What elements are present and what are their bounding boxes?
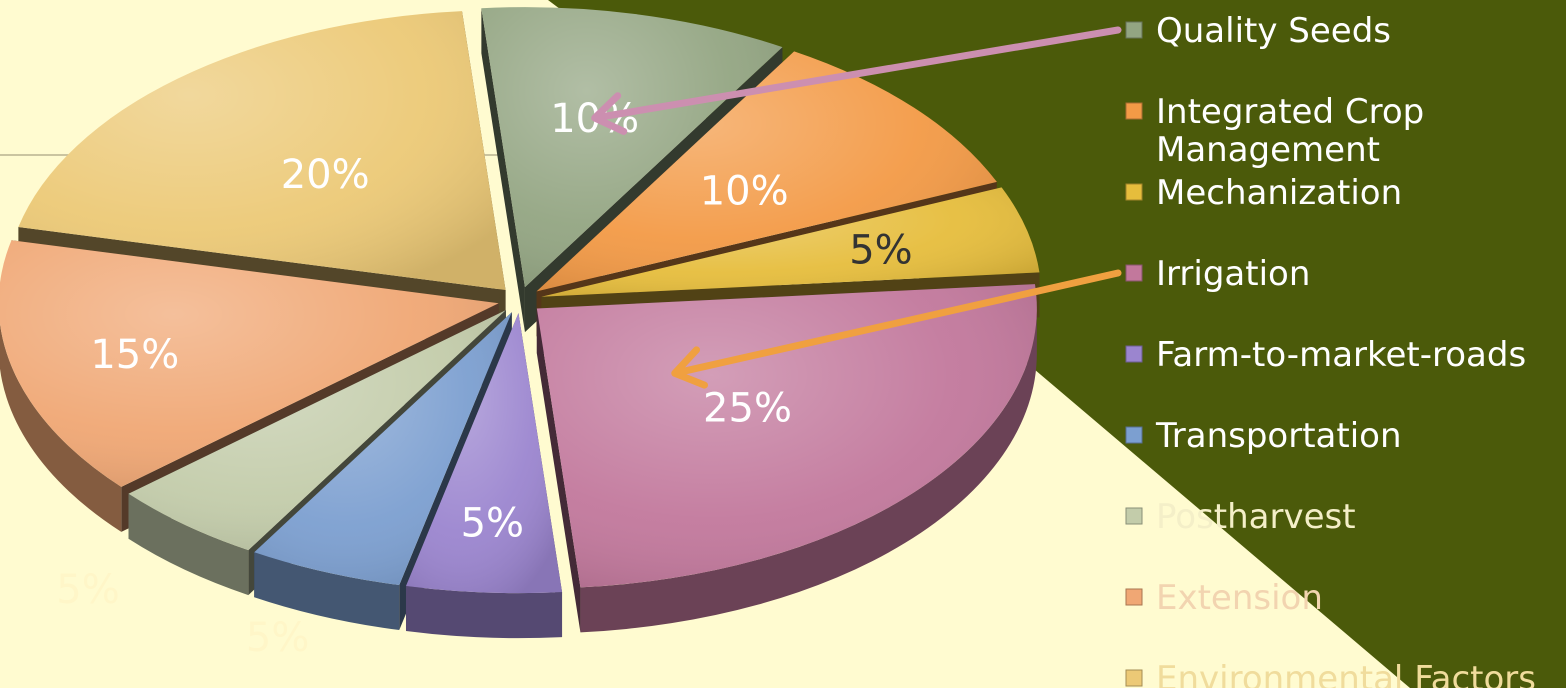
legend-label: Transportation (1155, 416, 1402, 456)
slice-integrated-crop-management-sheen (536, 51, 997, 292)
legend-label: Integrated Crop Management (1156, 92, 1424, 170)
legend-swatch (1125, 588, 1143, 606)
legend-item-quality-seeds: Quality Seeds (1125, 11, 1391, 51)
legend-item-irrigation: Irrigation (1125, 254, 1310, 294)
legend-label: Postharvest (1156, 497, 1356, 537)
slice-irrigation-sheen (536, 284, 1037, 588)
legend-swatch (1125, 669, 1143, 687)
slice-label-environmental-factors: 20% (281, 152, 370, 198)
legend-item-integrated-crop-management: Integrated Crop Management (1125, 92, 1424, 170)
legend-item-extension: Extension (1125, 578, 1323, 618)
legend-item-farm-to-market-roads: Farm-to-market-roads (1125, 335, 1526, 375)
legend-item-postharvest: Postharvest (1125, 497, 1356, 537)
slice-postharvest-sheen (128, 310, 506, 551)
legend-label: Farm-to-market-roads (1156, 335, 1526, 375)
slice-label-farm-to-market-roads: 5% (461, 501, 524, 547)
slice-label-integrated-crop-management: 10% (700, 168, 789, 214)
legend-swatch (1125, 183, 1143, 201)
slice-label-postharvest: 5% (56, 567, 119, 613)
legend-item-environmental-factors: Environmental Factors (1125, 659, 1536, 688)
slice-farm-to-market-roads-sheen (405, 313, 563, 594)
legend-swatch (1125, 21, 1143, 39)
slice-extension-sheen (0, 240, 499, 487)
slice-mechanization-sheen (541, 187, 1040, 297)
legend-swatch (1125, 426, 1143, 444)
legend-label: Environmental Factors (1156, 659, 1536, 688)
slice-label-mechanization: 5% (849, 227, 912, 273)
annotation-arrow-quality-seeds (591, 26, 1122, 135)
slice-environmental-factors-sheen (18, 11, 506, 291)
slice-transportation-sheen (254, 312, 512, 586)
legend-label: Extension (1156, 578, 1323, 618)
legend-item-transportation: Transportation (1125, 416, 1402, 456)
legend-swatch (1125, 102, 1143, 120)
legend-swatch (1125, 264, 1143, 282)
legend-label: Mechanization (1156, 173, 1402, 213)
slice-quality-seeds-sheen (481, 7, 783, 288)
legend-swatch (1125, 507, 1143, 525)
slice-label-transportation: 5% (246, 615, 309, 661)
slice-label-irrigation: 25% (703, 385, 792, 431)
slice-label-extension: 15% (90, 332, 179, 378)
legend-item-mechanization: Mechanization (1125, 173, 1402, 213)
legend-swatch (1125, 345, 1143, 363)
legend-label: Irrigation (1156, 254, 1310, 294)
annotation-arrow-irrigation (671, 269, 1122, 389)
legend-label: Quality Seeds (1156, 11, 1391, 51)
